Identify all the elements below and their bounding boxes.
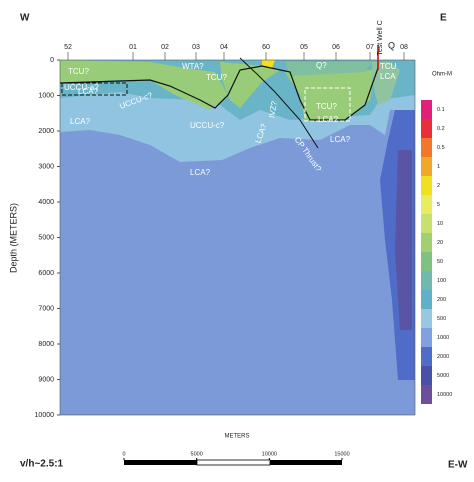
colorbar-swatch [421, 252, 432, 271]
station-label: 60 [262, 44, 270, 51]
y-tick-label: 1000 [38, 92, 54, 99]
unit-label: WTA? [182, 62, 204, 71]
scale-label: 5000 [191, 451, 203, 457]
colorbar-label: 1000 [437, 335, 449, 341]
scale-bar [124, 459, 342, 466]
colorbar-label: 10 [437, 221, 443, 227]
scale-segment [196, 459, 271, 466]
station-label: 02 [161, 44, 169, 51]
colorbar-label: 2000 [437, 354, 449, 360]
scale-label: 15000 [334, 451, 349, 457]
station-label: 08 [400, 44, 408, 51]
west-label: W [20, 13, 30, 24]
outline [61, 82, 128, 96]
colorbar-swatch [421, 233, 432, 252]
colorbar-label: 100 [437, 278, 446, 284]
colorbar-label: 2 [437, 183, 440, 189]
colorbar-label: 0.2 [437, 126, 445, 132]
y-tick-label: 2000 [38, 128, 54, 135]
colorbar-swatch [421, 366, 432, 385]
unit-label: TCU? [206, 73, 227, 82]
well-mark: Q [388, 40, 395, 50]
unit-label: TCU? [68, 67, 89, 76]
colorbar-swatch [421, 347, 432, 366]
unit-label: LCA? [330, 135, 351, 144]
y-tick-label: 10000 [35, 412, 55, 419]
region [262, 60, 275, 68]
colorbar-label: 0.5 [437, 145, 445, 151]
region [395, 150, 412, 330]
colorbar-label: 10000 [437, 392, 452, 398]
well-label: Test Well C [377, 20, 384, 55]
unit-label: LCA? [318, 115, 339, 124]
y-tick-label: 0 [50, 57, 54, 64]
y-tick-label: 4000 [38, 199, 54, 206]
section-label: E-W [448, 460, 468, 471]
station-label: 06 [332, 44, 340, 51]
unit-label: TCU? [316, 102, 337, 111]
colorbar-label: 50 [437, 259, 443, 265]
region [285, 62, 372, 76]
colorbar-swatch [421, 271, 432, 290]
station-label: 03 [192, 44, 200, 51]
scale-label: 10000 [262, 451, 277, 457]
region [285, 70, 375, 122]
colorbar-swatch [421, 100, 432, 119]
colorbar-label: 1 [437, 164, 440, 170]
region [60, 60, 228, 110]
scale-segment [270, 460, 342, 465]
station-label: 07 [366, 44, 374, 51]
unit-label: TCU [380, 62, 397, 71]
y-axis-label: Depth (METERS) [8, 203, 18, 273]
colorbar-label: 5 [437, 202, 440, 208]
region [220, 62, 280, 108]
colorbar-title: Ohm-M [432, 72, 452, 78]
colorbar-swatch [421, 157, 432, 176]
colorbar-swatch [421, 309, 432, 328]
ratio-label: v/h~2.5:1 [20, 459, 64, 470]
unit-label: LCA? [70, 117, 91, 126]
colorbar-swatch [421, 138, 432, 157]
unit-label: LCA [380, 72, 396, 81]
station-label: 01 [129, 44, 137, 51]
region [372, 62, 400, 105]
scale-label: 0 [122, 451, 125, 457]
unit-label: Q? [316, 61, 327, 70]
colorbar-swatch [421, 214, 432, 233]
y-tick-label: 8000 [38, 341, 54, 348]
unit-label: IVZ? [267, 100, 279, 119]
unit-label: UCCU-c? [190, 121, 225, 130]
fault-line [239, 57, 319, 149]
section-plot: TCU?UCCU-a?LCA?LCA?WTA?TCU?UCCU-c?UCCU-c… [59, 45, 415, 415]
y-tick-label: 3000 [38, 163, 54, 170]
unit-label: LCA? [78, 87, 99, 96]
y-tick-label: 9000 [38, 376, 54, 383]
outline [304, 87, 351, 122]
colorbar-swatch [421, 290, 432, 309]
station-label: 52 [64, 44, 72, 51]
unit-label: UCCU-a? [64, 83, 99, 92]
colorbar-label: 0.1 [437, 107, 445, 113]
station-label: 04 [220, 44, 228, 51]
y-tick-label: 5000 [38, 234, 54, 241]
colorbar-swatch [421, 119, 432, 138]
scale-segment [124, 460, 197, 465]
unit-label: LCA? [190, 168, 211, 177]
colorbar-label: 5000 [437, 373, 449, 379]
colorbar-swatch [421, 328, 432, 347]
x-axis-label: METERS [224, 434, 249, 440]
colorbar-swatch [421, 176, 432, 195]
colorbar-label: 20 [437, 240, 443, 246]
colorbar-label: 200 [437, 297, 446, 303]
colorbar-swatch [421, 195, 432, 214]
y-tick-label: 7000 [38, 305, 54, 312]
colorbar-label: 500 [437, 316, 446, 322]
station-label: 05 [300, 44, 308, 51]
colorbar-swatch [421, 385, 432, 404]
east-label: E [440, 13, 447, 24]
y-tick-label: 6000 [38, 270, 54, 277]
